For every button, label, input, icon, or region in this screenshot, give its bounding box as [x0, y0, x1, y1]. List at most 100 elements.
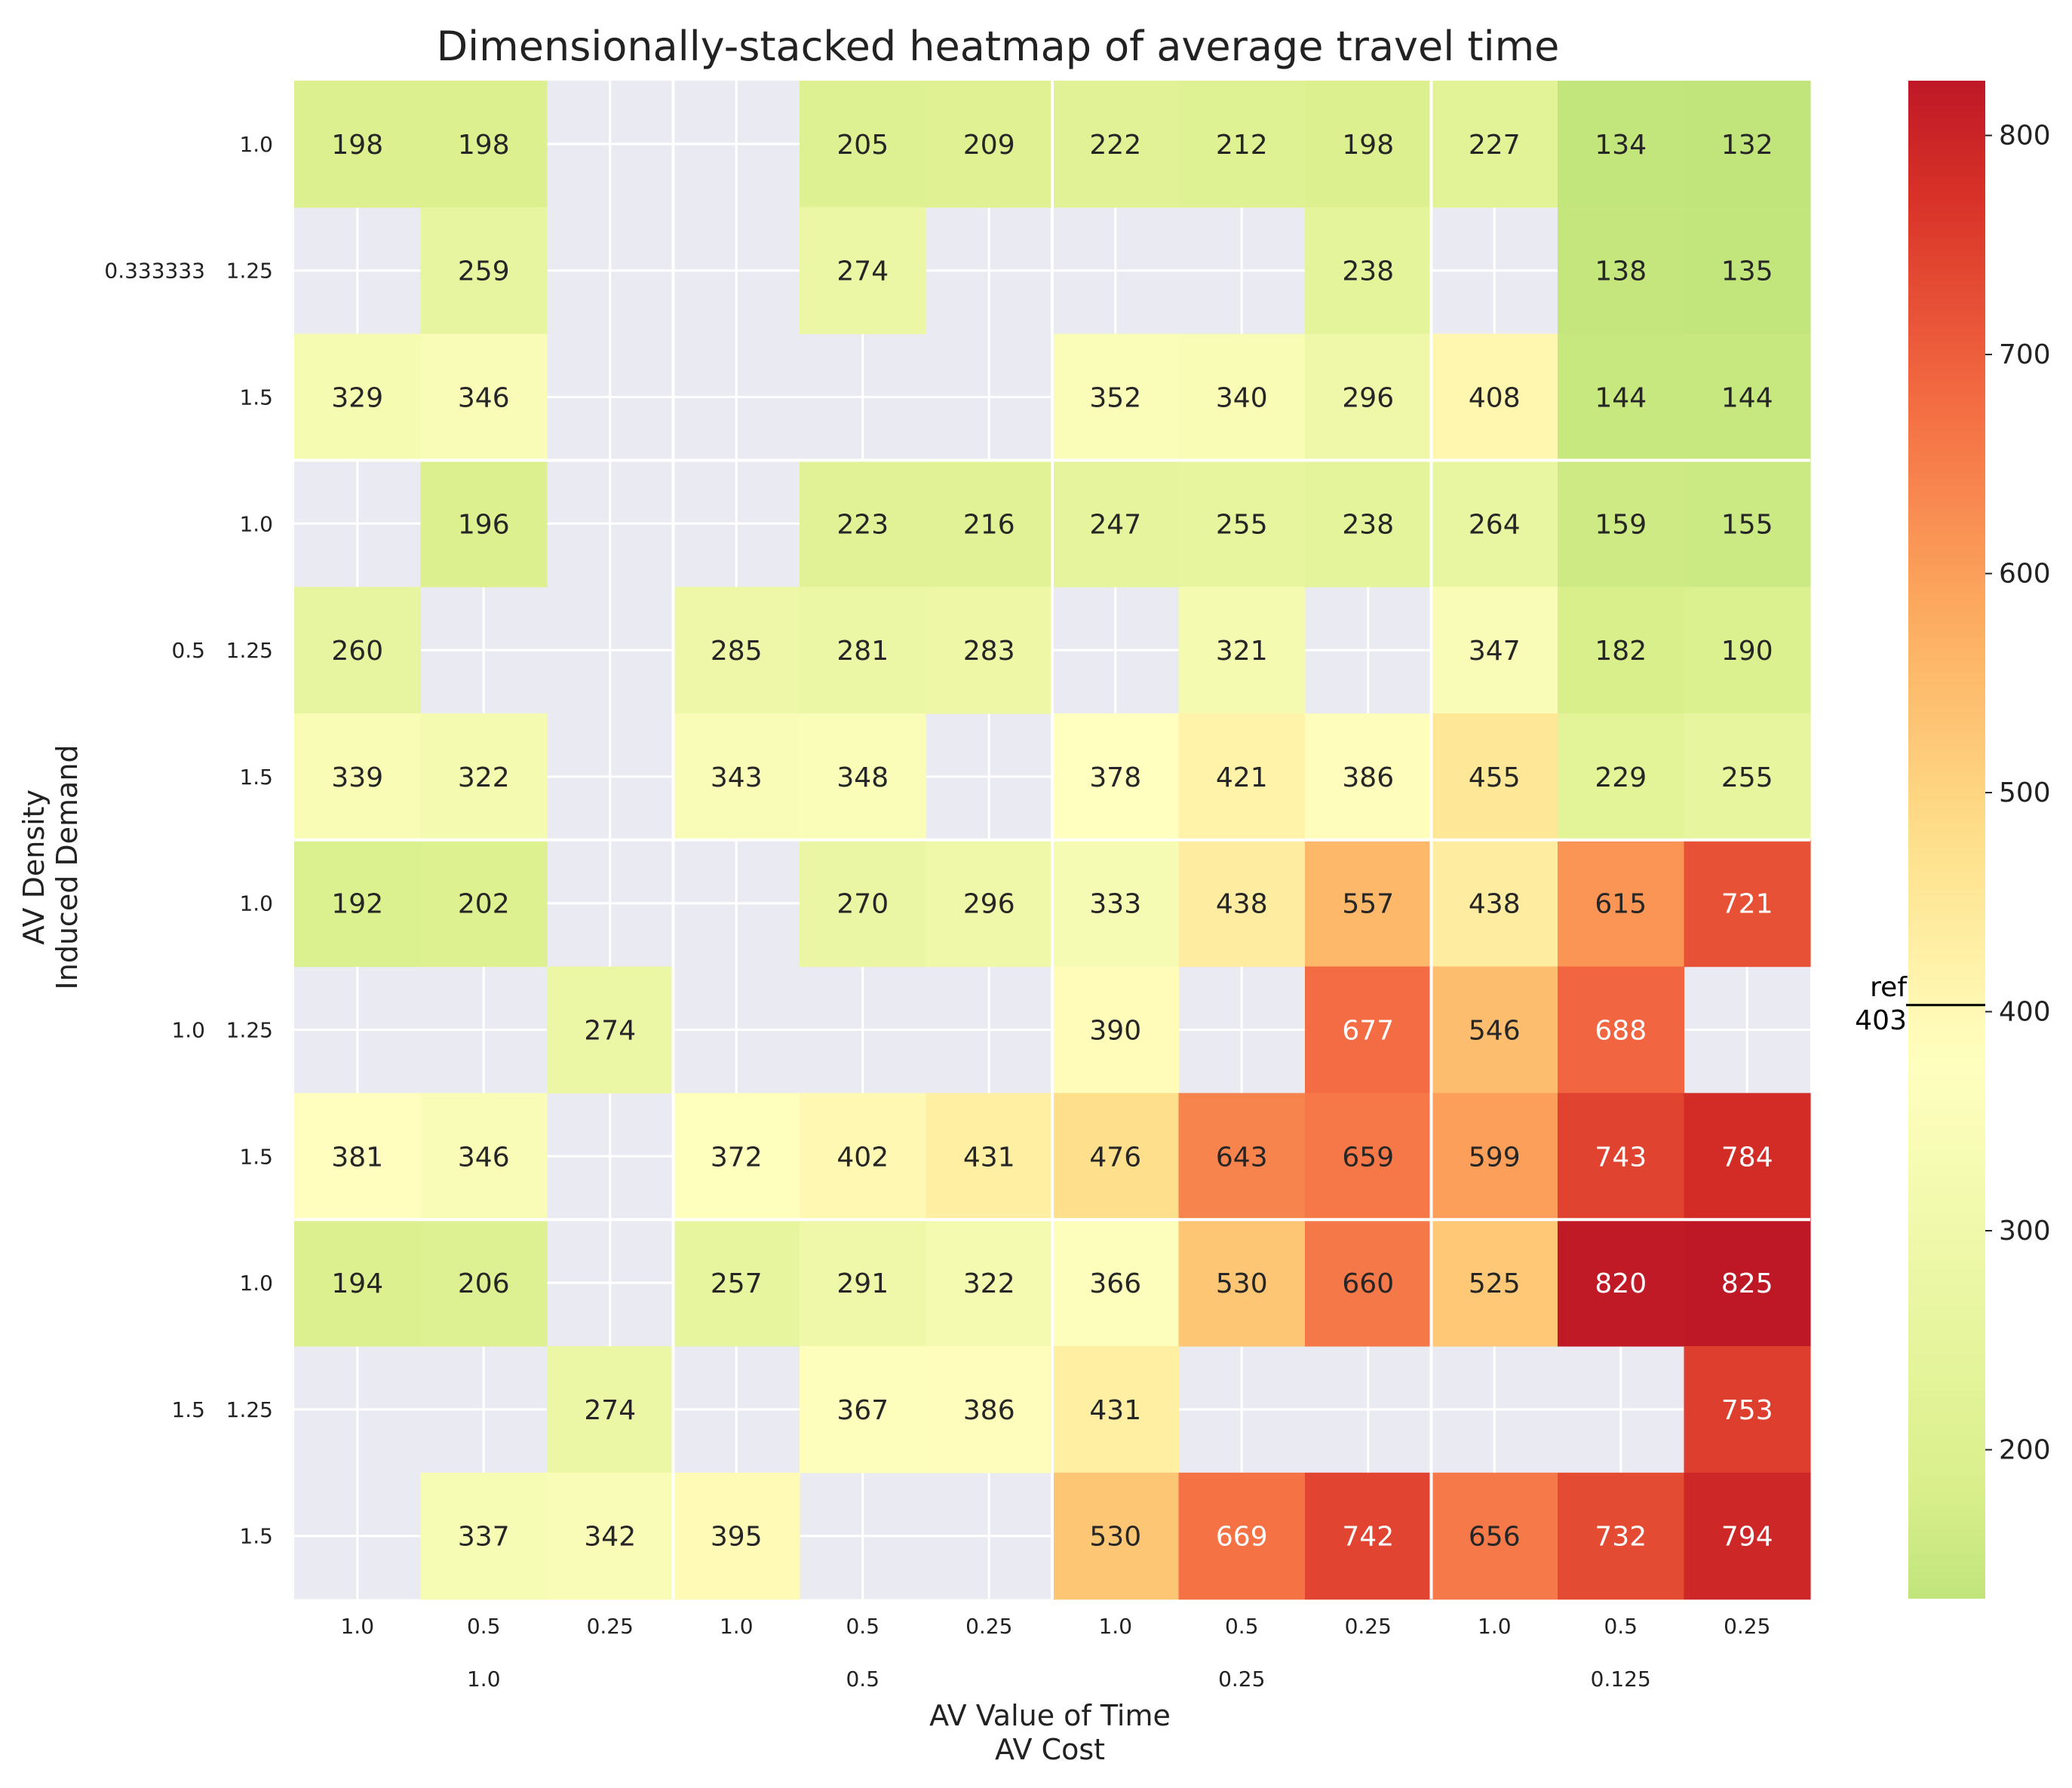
- colorbar-tick-label: 200: [1999, 1434, 2051, 1465]
- heatmap-cell: [1558, 333, 1685, 461]
- cell-value-label: 264: [1469, 509, 1521, 540]
- cell-value-label: 784: [1721, 1142, 1773, 1173]
- heatmap-cell: [1431, 839, 1558, 968]
- heatmap-cell: [1052, 839, 1180, 968]
- colorbar-reference: ref 403: [1855, 972, 1985, 1036]
- cell-value-label: 431: [963, 1142, 1015, 1173]
- y-inner-tick-label: 1.25: [226, 1018, 273, 1043]
- cell-value-label: 342: [584, 1522, 636, 1553]
- cell-value-label: 274: [836, 256, 889, 287]
- heatmap-cell: [547, 1472, 674, 1600]
- heatmap-cell: [1684, 1219, 1811, 1347]
- heatmap-cell: [673, 1093, 800, 1220]
- heatmap-cell: [925, 839, 1053, 968]
- cell-value-label: 209: [963, 130, 1015, 161]
- heatmap-cell: [1178, 713, 1306, 841]
- x-inner-tick-label: 0.25: [1345, 1614, 1392, 1639]
- heatmap-cell: [1684, 1093, 1811, 1220]
- cell-value-label: 322: [963, 1268, 1015, 1299]
- x-inner-tick-label: 1.0: [1098, 1614, 1132, 1639]
- heatmap-cell: [547, 1346, 674, 1474]
- cell-value-label: 352: [1089, 383, 1141, 414]
- heatmap-cell: [1684, 207, 1811, 335]
- heatmap-cell: [1684, 460, 1811, 587]
- heatmap-cell: [294, 1219, 422, 1347]
- cell-value-label: 192: [331, 889, 383, 920]
- heatmap-cell: [800, 81, 927, 208]
- heatmap-cell: [1052, 1472, 1180, 1600]
- cell-value-label: 212: [1216, 130, 1268, 161]
- cell-value-label: 198: [331, 130, 383, 161]
- cell-value-label: 530: [1089, 1522, 1141, 1553]
- heatmap-cell: [420, 839, 548, 968]
- y-inner-tick-label: 1.5: [239, 765, 273, 790]
- heatmap-cell: [1305, 207, 1432, 335]
- heatmap-cell: [673, 587, 800, 714]
- cell-value-label: 346: [458, 383, 510, 414]
- cell-value-label: 257: [711, 1268, 763, 1299]
- cell-value-label: 138: [1595, 256, 1647, 287]
- cell-value-label: 753: [1721, 1395, 1773, 1426]
- heatmap-cell: [673, 1472, 800, 1600]
- cell-value-label: 247: [1089, 509, 1141, 540]
- cell-value-label: 322: [458, 762, 510, 793]
- cell-value-label: 455: [1469, 762, 1521, 793]
- cell-value-label: 372: [711, 1142, 763, 1173]
- heatmap-cell: [1305, 1472, 1432, 1600]
- colorbar-tick-label: 600: [1999, 559, 2051, 590]
- cell-value-label: 742: [1342, 1522, 1394, 1553]
- heatmap-cell: [1052, 81, 1180, 208]
- heatmap-cell: [1052, 713, 1180, 841]
- heatmap-cell: [1558, 1093, 1685, 1220]
- y-inner-tick-label: 1.25: [226, 638, 273, 663]
- cell-value-label: 270: [836, 889, 889, 920]
- heatmap-cell: [800, 207, 927, 335]
- heatmap-cell: [925, 460, 1053, 587]
- heatmap-cell: [420, 713, 548, 841]
- heatmap-cell: [1178, 1219, 1306, 1347]
- heatmap-cell: [800, 713, 927, 841]
- heatmap-cell: [1305, 839, 1432, 968]
- cell-value-label: 194: [331, 1268, 383, 1299]
- cell-value-label: 339: [331, 762, 383, 793]
- cell-value-label: 159: [1595, 509, 1647, 540]
- heatmap-cell: [420, 1472, 548, 1600]
- cell-value-label: 222: [1089, 130, 1141, 161]
- cell-value-label: 296: [1342, 383, 1394, 414]
- cell-value-label: 190: [1721, 636, 1773, 667]
- heatmap-cell: [1178, 460, 1306, 587]
- y-inner-tick-label: 1.0: [239, 1271, 273, 1296]
- heatmap-cell: [294, 333, 422, 461]
- heatmap-cell: [925, 1219, 1053, 1347]
- cell-value-label: 182: [1595, 636, 1647, 667]
- cell-value-label: 198: [1342, 130, 1394, 161]
- cell-value-label: 431: [1089, 1395, 1141, 1426]
- cell-value-label: 599: [1469, 1142, 1521, 1173]
- heatmap-cell: [1305, 333, 1432, 461]
- heatmap-cell: [1178, 1472, 1306, 1600]
- x-inner-tick-label: 0.25: [1724, 1614, 1770, 1639]
- heatmap-cell: [800, 1219, 927, 1347]
- heatmap-cell: [800, 1093, 927, 1220]
- heatmap-cell: [1052, 1219, 1180, 1347]
- cell-value-label: 296: [963, 889, 1015, 920]
- heatmap-cell: [1305, 966, 1432, 1093]
- heatmap-cell: [1431, 713, 1558, 841]
- y-inner-tick-label: 1.25: [226, 1397, 273, 1422]
- cell-value-label: 721: [1721, 889, 1773, 920]
- cell-value-label: 329: [331, 383, 383, 414]
- cell-value-label: 238: [1342, 256, 1394, 287]
- heatmap-cell: [1684, 81, 1811, 208]
- heatmap-cell: [800, 839, 927, 968]
- heatmap-cell: [1052, 966, 1180, 1093]
- x-outer-tick-label: 1.0: [467, 1667, 501, 1691]
- colorbar-tick-label: 500: [1999, 777, 2051, 808]
- cell-value-label: 238: [1342, 509, 1394, 540]
- block-separators: [294, 81, 1810, 1599]
- cell-value-label: 205: [836, 130, 889, 161]
- cell-value-labels: 198 198 205 209 222 212 198 227 134 132 259 274 238 1…: [331, 130, 1773, 1553]
- colorbar-tick-label: 700: [1999, 339, 2051, 370]
- heatmap-cell: [1305, 460, 1432, 587]
- heatmap-cell: [800, 460, 927, 587]
- heatmap-cell: [925, 1346, 1053, 1474]
